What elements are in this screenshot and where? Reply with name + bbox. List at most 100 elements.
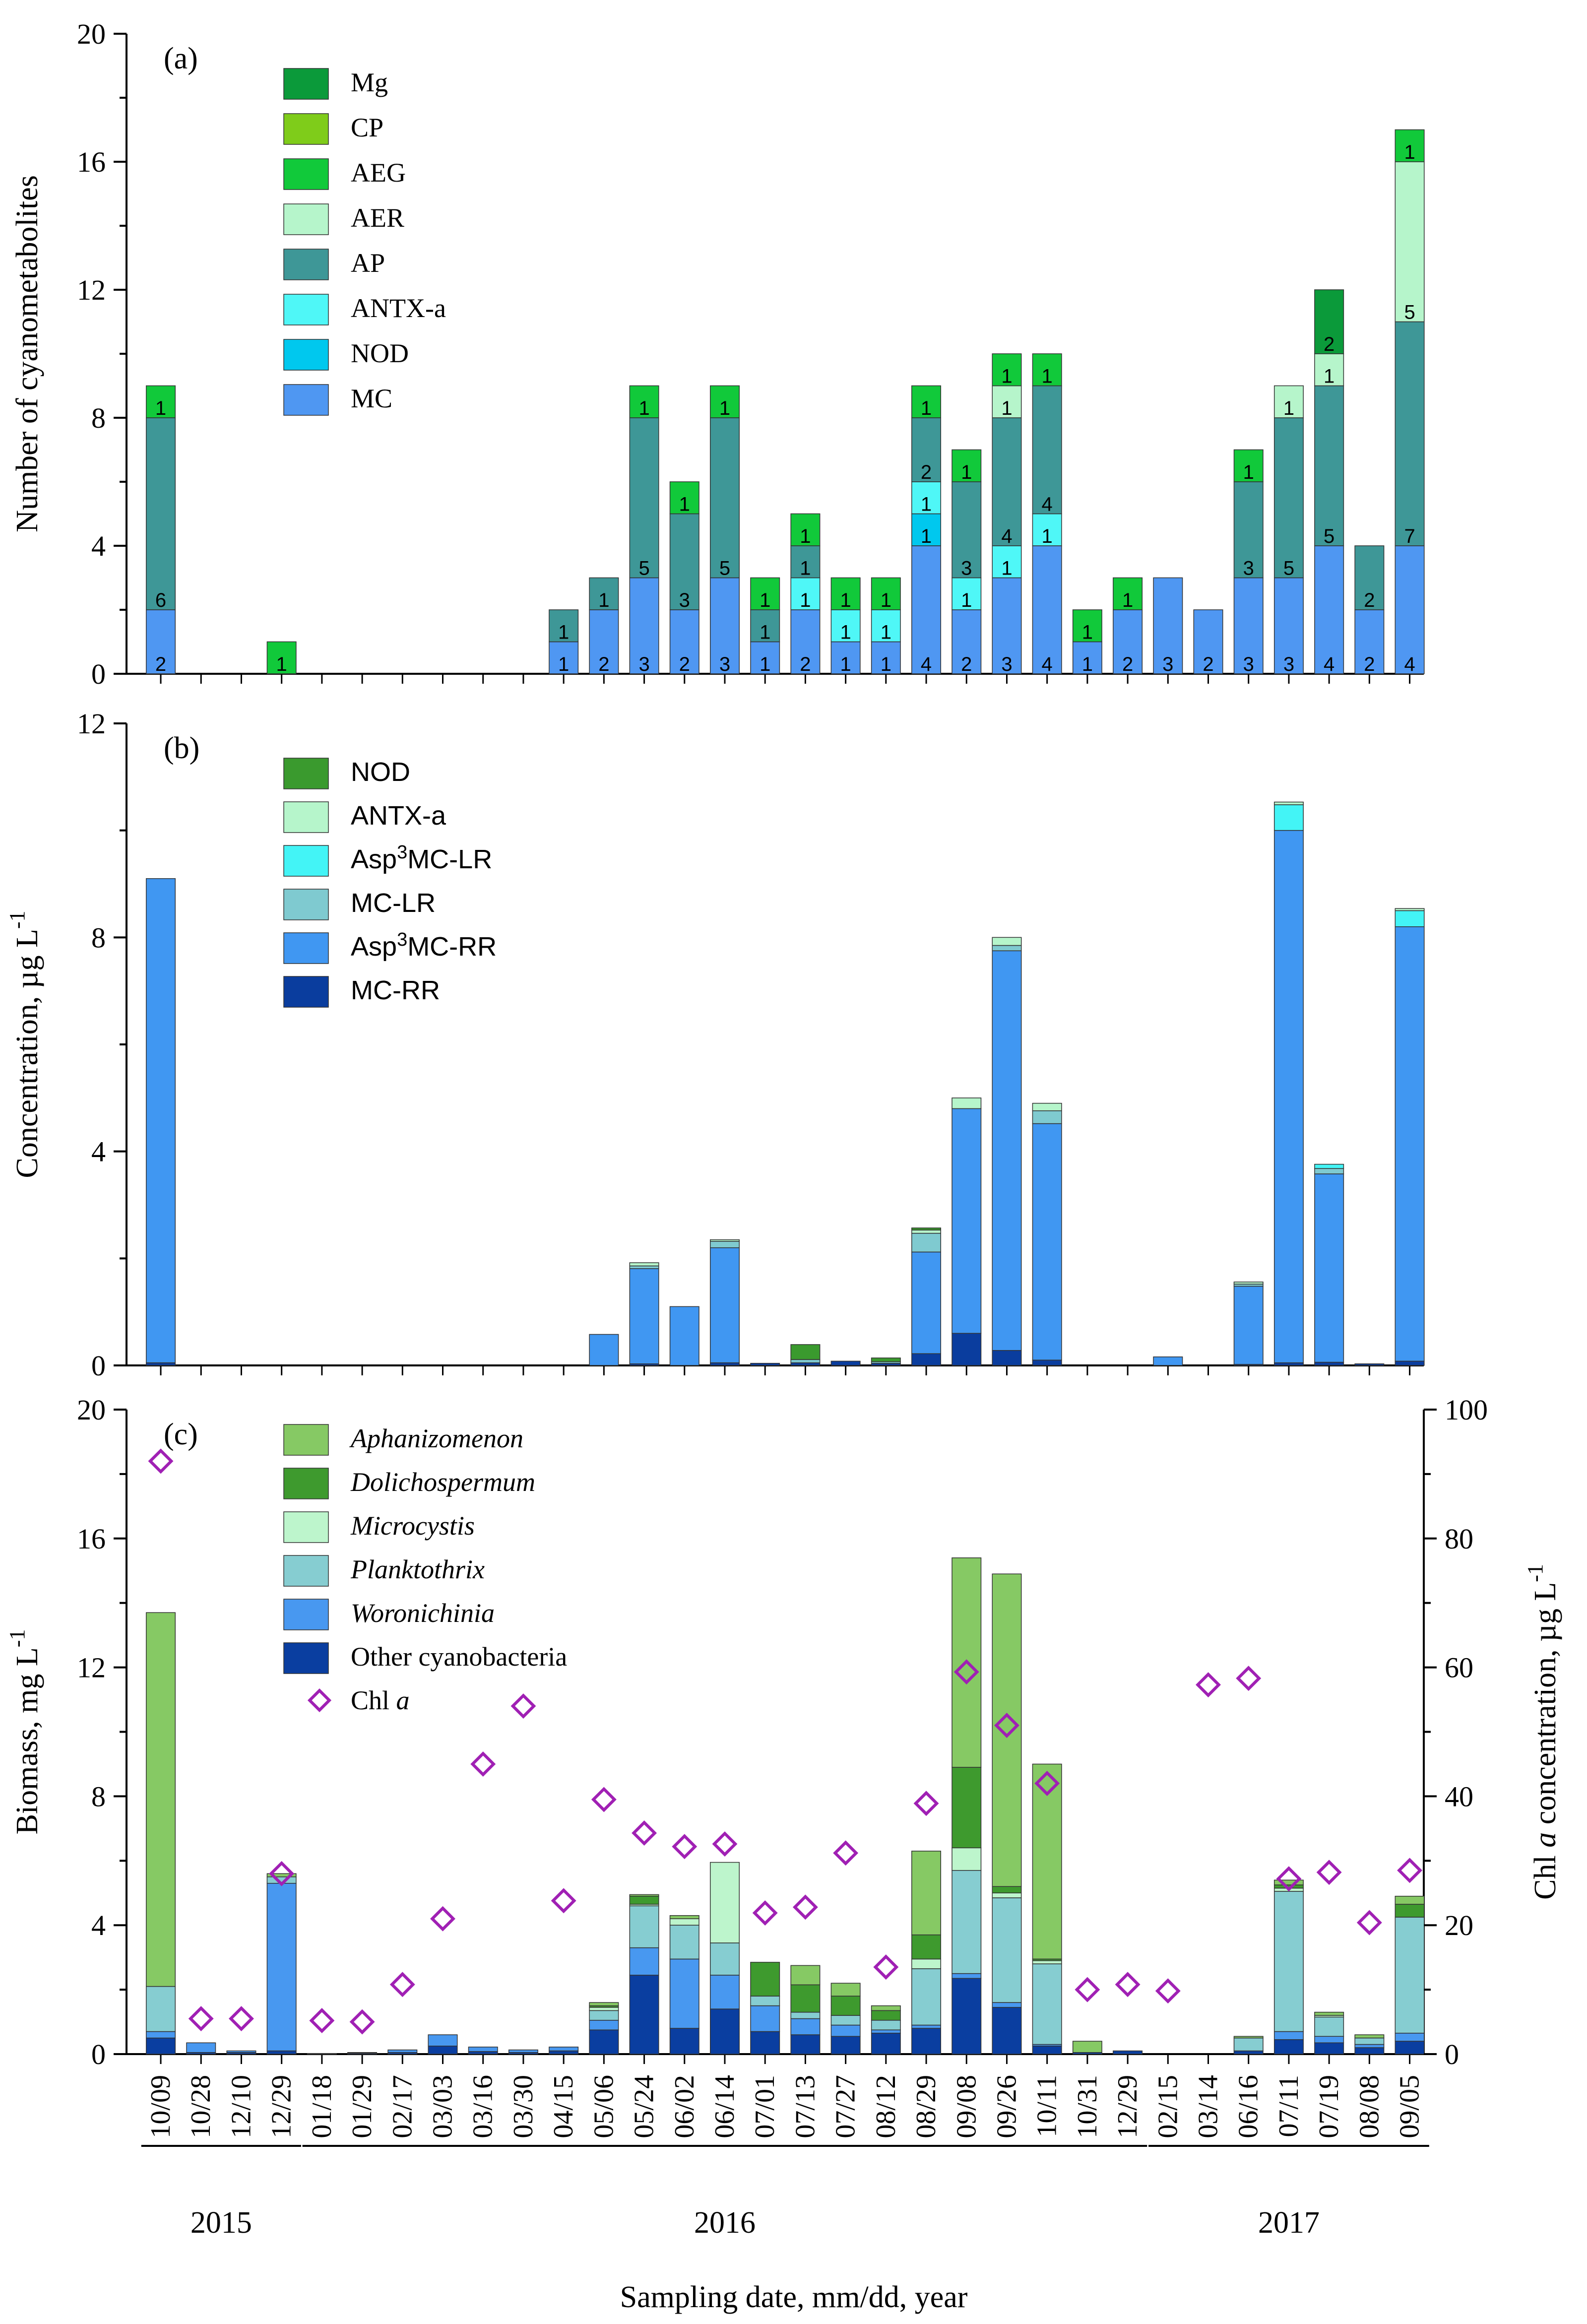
- bar-segment: [911, 2024, 942, 2029]
- data-label: 3: [1283, 653, 1294, 675]
- bar-segment: [952, 577, 982, 610]
- bar-segment: [1032, 353, 1062, 387]
- bar-segment: [952, 1978, 982, 2055]
- data-label: 1: [800, 589, 811, 611]
- legend-sup: 3: [397, 929, 407, 950]
- y2-tick-label: 80: [1445, 1523, 1473, 1555]
- data-label: 2: [961, 653, 972, 675]
- bar-segment: [1233, 1286, 1264, 1365]
- bar-segment: [1314, 353, 1344, 387]
- y-tick-label: 8: [91, 402, 106, 434]
- x-category-label: 10/31: [1072, 2075, 1103, 2138]
- chl-a-point: [873, 1954, 899, 1980]
- bar-segment: [589, 2007, 619, 2011]
- y-axis-label-sup: -1: [5, 1629, 29, 1648]
- bar-segment: [1072, 641, 1102, 674]
- bar-segment: [911, 1232, 942, 1253]
- bar-segment: [347, 2052, 378, 2054]
- data-label: 2: [155, 653, 166, 675]
- bar-segment: [750, 1996, 780, 2006]
- bar-segment: [629, 1894, 659, 1897]
- y2-tick-label: 0: [1445, 2038, 1459, 2070]
- legend-label: MC-RR: [351, 975, 440, 1005]
- data-label: 2: [800, 653, 811, 675]
- bar-segment: [589, 2029, 619, 2055]
- x-category-label: 03/14: [1193, 2075, 1224, 2138]
- bar-segment: [952, 1333, 982, 1366]
- bar-segment: [1153, 577, 1183, 674]
- bar-segment: [1314, 2016, 1344, 2037]
- bar-segment: [871, 2029, 901, 2034]
- x-category-label: 09/26: [991, 2075, 1022, 2138]
- x-category-label: 02/17: [387, 2075, 418, 2138]
- y-axis-label-sup: -1: [5, 911, 29, 929]
- y-axis-label: Biomass, mg L-1: [5, 1629, 44, 1835]
- x-category-label: 02/15: [1152, 2075, 1183, 2138]
- bar-segment: [911, 1251, 942, 1355]
- chl-a-point: [389, 1972, 415, 1998]
- bar-segment: [992, 1892, 1022, 1898]
- bar-segment: [629, 1262, 659, 1267]
- bar-segment: [750, 2031, 780, 2055]
- bar-segment: [1395, 321, 1425, 546]
- bar-segment: [992, 1573, 1022, 1887]
- bar-segment: [1273, 385, 1304, 418]
- chl-a-point: [712, 1831, 738, 1857]
- legend-swatch: [283, 249, 329, 280]
- bar-segment: [146, 417, 176, 610]
- legend-label: ANTX-a: [351, 801, 446, 831]
- bar-segment: [830, 1996, 861, 2016]
- bar-segment: [1233, 2050, 1264, 2055]
- y2-label-italic: a: [1528, 1832, 1562, 1848]
- bar-segment: [629, 1905, 659, 1948]
- y2-label-text: Chl: [1528, 1848, 1562, 1900]
- bar-segment: [911, 513, 942, 546]
- data-label: 1: [1404, 141, 1415, 163]
- year-label: 2017: [1258, 2206, 1320, 2240]
- bar-segment: [710, 1362, 740, 1366]
- legend-swatch: [283, 1555, 329, 1587]
- bar-segment: [1032, 385, 1062, 515]
- legend-text: Asp: [351, 844, 397, 874]
- bar-segment: [629, 577, 659, 674]
- data-label: 1: [840, 653, 851, 675]
- panel-label: (b): [164, 731, 199, 765]
- bar-segment: [1072, 609, 1102, 643]
- legend-label: Asp3MC-LR: [351, 842, 492, 874]
- legend-swatch: [283, 889, 329, 920]
- bar-segment: [710, 2008, 740, 2055]
- data-label: 2: [679, 653, 690, 675]
- legend-swatch: [283, 113, 329, 145]
- bar-segment: [871, 2010, 901, 2021]
- x-category-label: 12/10: [226, 2075, 256, 2138]
- bar-segment: [629, 385, 659, 418]
- bar-segment: [266, 1873, 297, 1877]
- data-label: 1: [276, 653, 287, 675]
- data-label: 3: [961, 558, 972, 580]
- y2-label-sup: -1: [1523, 1564, 1547, 1582]
- data-label: 5: [1324, 525, 1334, 547]
- bar-segment: [992, 950, 1022, 1351]
- bar-segment: [1395, 926, 1425, 1362]
- bar-segment: [911, 417, 942, 482]
- chl-a-point: [913, 1791, 939, 1816]
- bar-segment: [790, 1359, 821, 1363]
- data-label: 3: [1162, 653, 1173, 675]
- legend-label: AER: [351, 203, 404, 233]
- chl-a-point: [188, 2006, 214, 2032]
- data-label: 2: [1364, 653, 1375, 675]
- data-label: 3: [1243, 558, 1254, 580]
- legend-label: Asp3MC-RR: [351, 929, 497, 962]
- bar-segment: [1354, 2044, 1385, 2048]
- bar-segment: [1354, 2047, 1385, 2055]
- bar-segment: [790, 1362, 821, 1366]
- data-label: 3: [638, 653, 649, 675]
- legend-text: MC-LR: [407, 844, 492, 874]
- bar-segment: [146, 2031, 176, 2039]
- legend-label: Microcystis: [350, 1511, 475, 1541]
- y-tick-label: 16: [77, 1523, 106, 1555]
- bar-segment: [871, 1357, 901, 1362]
- bar-segment: [1032, 545, 1062, 674]
- x-category-label: 03/30: [508, 2075, 539, 2138]
